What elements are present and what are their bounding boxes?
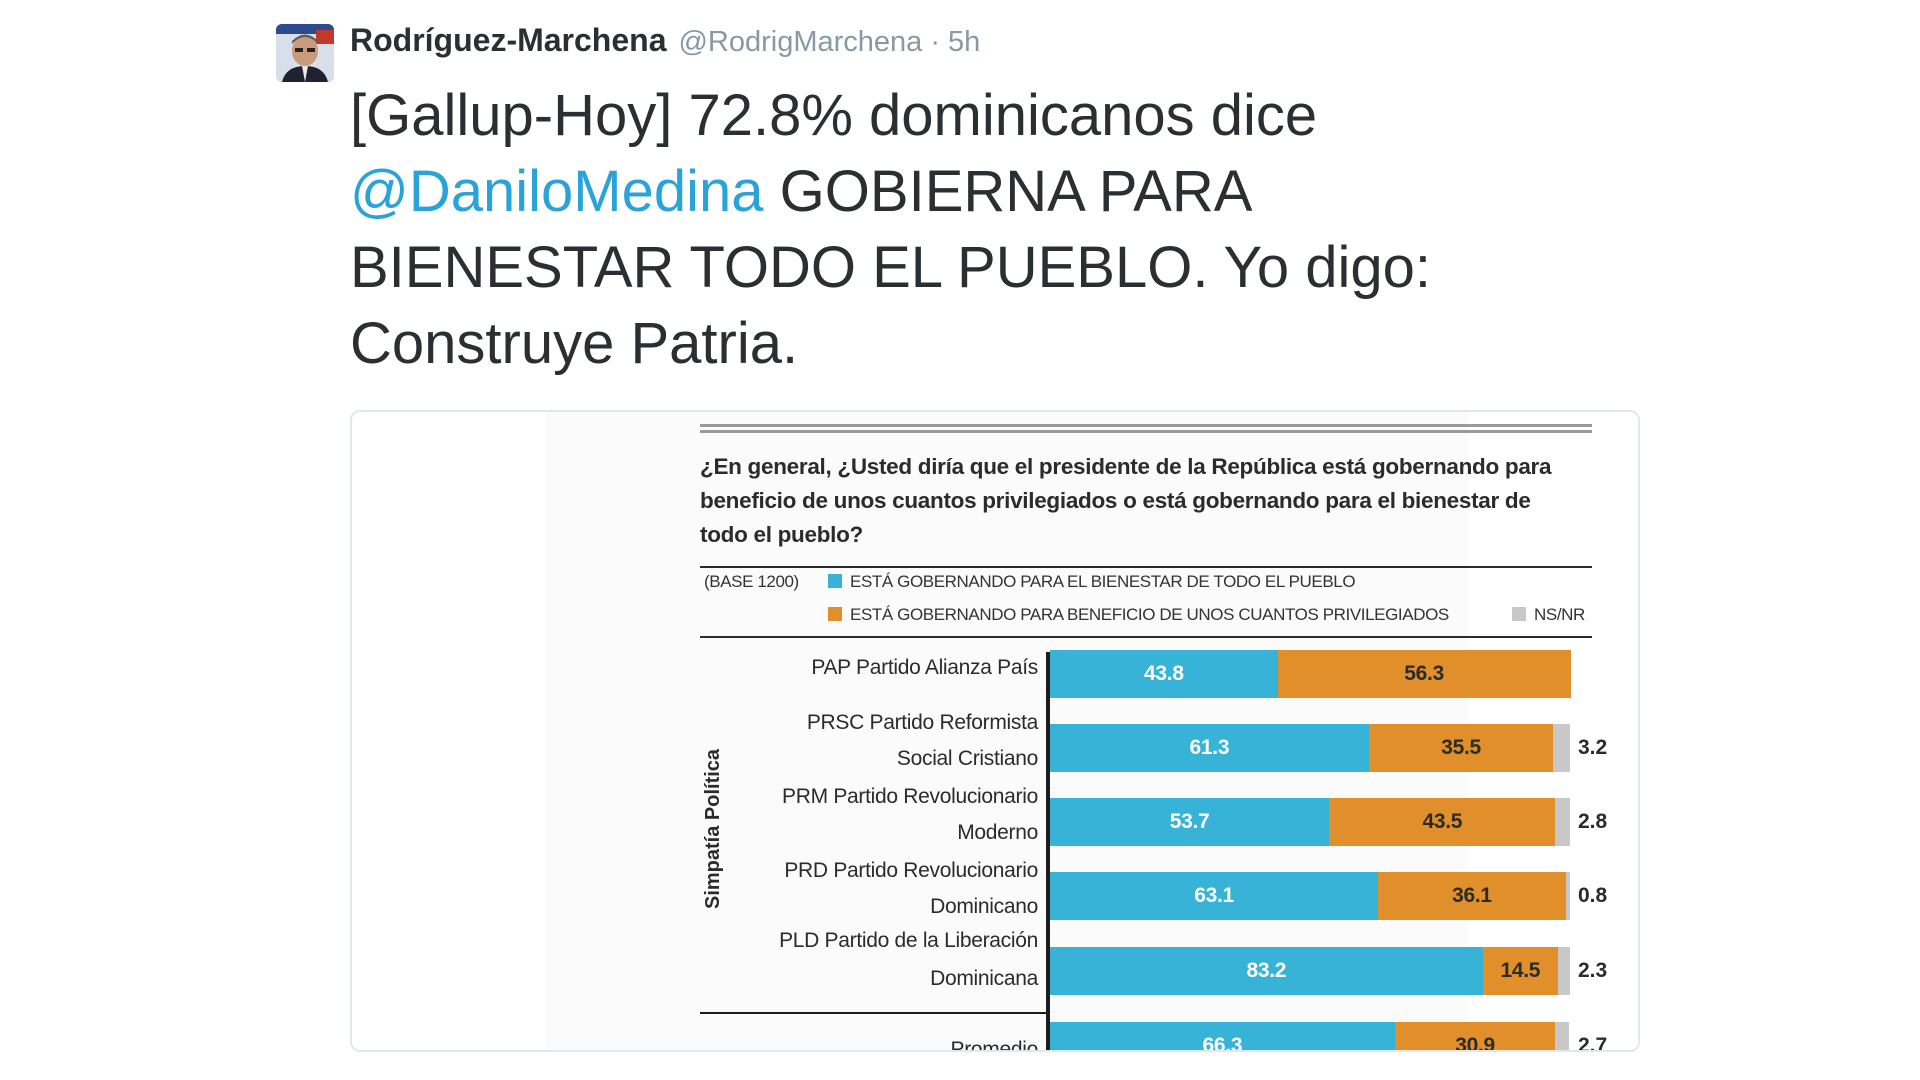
chart-base-label: (BASE 1200): [704, 572, 799, 591]
legend-item: ESTÁ GOBERNANDO PARA EL BIENESTAR DE TOD…: [828, 572, 1356, 592]
row-label: Dominicano: [930, 895, 1038, 918]
promedio-separator: [700, 1012, 1050, 1014]
tweet-header: Rodríguez-Marchena @RodrigMarchena · 5h: [350, 22, 980, 66]
bar-segment: [1558, 947, 1570, 995]
bar-segment: [1368, 724, 1554, 772]
bar-segment: [1329, 798, 1556, 846]
mention-link[interactable]: @DaniloMedina: [350, 159, 764, 224]
media-card[interactable]: ¿En general, ¿Usted diría que el preside…: [350, 410, 1640, 1052]
row-label: Social Cristiano: [896, 747, 1038, 770]
legend-swatch: [828, 607, 842, 621]
author-username[interactable]: @RodrigMarchena: [678, 26, 923, 58]
profile-photo-icon: [276, 24, 334, 82]
bar-segment: [1394, 1022, 1556, 1050]
bar-value-label: 43.8: [1144, 662, 1184, 685]
tweet-timestamp[interactable]: 5h: [947, 26, 981, 58]
author-name[interactable]: Rodríguez-Marchena: [350, 22, 667, 58]
bar-value-label: 36.1: [1452, 884, 1492, 907]
row-label: PRD Partido Revolucionario: [784, 859, 1038, 882]
tweet-text-part1: [Gallup-Hoy] 72.8% dominicanos dice: [350, 83, 1318, 148]
bar-value-label: 43.5: [1422, 810, 1463, 833]
nsnr-value-label: 2.7: [1578, 1034, 1608, 1052]
legend-label: ESTÁ GOBERNANDO PARA BENEFICIO DE UNOS C…: [850, 605, 1449, 624]
tweet-text: [Gallup-Hoy] 72.8% dominicanos dice @Dan…: [350, 78, 1550, 382]
bar-value-label: 14.5: [1500, 959, 1541, 982]
legend-swatch: [828, 574, 842, 588]
bar-segment: [1050, 872, 1379, 920]
row-label: Moderno: [957, 821, 1038, 844]
row-label: PRSC Partido Reformista: [806, 711, 1038, 734]
bar-segment: [1378, 872, 1566, 920]
bar-value-label: 61.3: [1189, 736, 1230, 759]
bar-value-label: 56.3: [1404, 662, 1444, 685]
avatar[interactable]: [276, 24, 334, 82]
legend-item: NS/NR: [1512, 605, 1585, 625]
tweet-text-part2: GOBIERNA PARA BIENESTAR TODO EL PUEBLO. …: [350, 159, 1432, 376]
nsnr-value-label: 0.8: [1578, 884, 1608, 907]
nsnr-value-label: 2.3: [1578, 959, 1608, 982]
row-label: PRM Partido Revolucionario: [782, 785, 1038, 808]
bar-value-label: 30.9: [1455, 1034, 1495, 1052]
chart-top-rule: [700, 424, 1592, 436]
bar-segment: [1050, 724, 1369, 772]
bar-value-label: 66.3: [1202, 1034, 1243, 1052]
legend-swatch: [1512, 607, 1526, 621]
bar-segment: [1050, 1022, 1395, 1050]
bar-value-label: 35.5: [1441, 736, 1481, 759]
legend-label: ESTÁ GOBERNANDO PARA EL BIENESTAR DE TOD…: [850, 572, 1356, 591]
nsnr-value-label: 3.2: [1578, 736, 1608, 759]
bar-segment: [1565, 872, 1570, 920]
bar-segment: [1050, 798, 1330, 846]
row-label: PLD Partido de la Liberación: [779, 929, 1038, 952]
bar-segment: [1555, 798, 1570, 846]
chart-image: ¿En general, ¿Usted diría que el preside…: [546, 412, 1607, 1052]
bar-segment: [1050, 650, 1278, 698]
bar-segment: [1050, 947, 1483, 995]
axis-line: [1046, 652, 1050, 1050]
bar-value-label: 83.2: [1246, 959, 1287, 982]
bar-segment: [1482, 947, 1559, 995]
row-label: PAP Partido Alianza País: [811, 656, 1038, 679]
bar-segment: [1277, 650, 1571, 698]
separator-dot: ·: [930, 26, 940, 58]
axis-title: Simpatía Política: [702, 748, 724, 909]
row-label: Promedio: [950, 1038, 1039, 1052]
bar-value-label: 63.1: [1194, 884, 1234, 907]
legend-top-rule: [700, 566, 1592, 568]
nsnr-value-label: 2.8: [1578, 810, 1608, 833]
legend-label: NS/NR: [1534, 605, 1585, 624]
bar-segment: [1553, 724, 1570, 772]
chart-root: ¿En general, ¿Usted diría que el preside…: [546, 412, 1607, 1052]
legend-item: ESTÁ GOBERNANDO PARA BENEFICIO DE UNOS C…: [828, 605, 1449, 625]
bar-value-label: 53.7: [1169, 810, 1210, 833]
legend-bottom-rule: [700, 636, 1592, 638]
row-label: Dominicana: [930, 967, 1038, 990]
chart-title: ¿En general, ¿Usted diría que el preside…: [700, 454, 1552, 547]
bar-segment: [1555, 1022, 1570, 1050]
